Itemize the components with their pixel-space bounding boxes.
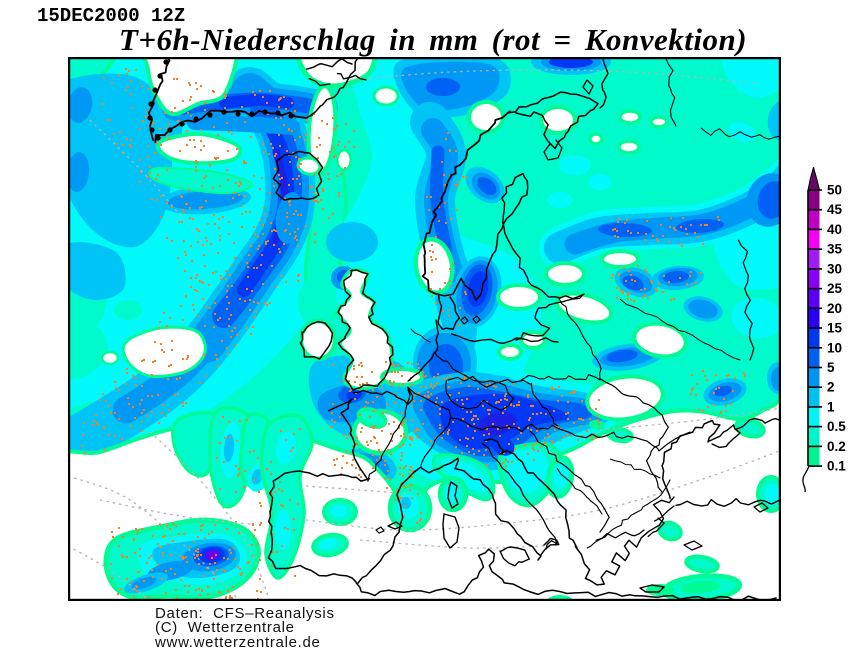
svg-text:0.5: 0.5 [827, 419, 846, 434]
svg-text:0.2: 0.2 [827, 439, 846, 454]
svg-text:20: 20 [827, 301, 842, 316]
svg-text:5: 5 [827, 360, 835, 375]
svg-text:35: 35 [827, 242, 843, 257]
svg-text:2: 2 [827, 380, 835, 395]
svg-text:10: 10 [827, 340, 842, 355]
svg-text:45: 45 [827, 202, 843, 217]
svg-text:15: 15 [827, 321, 843, 336]
svg-text:1: 1 [827, 399, 835, 414]
svg-text:50: 50 [827, 183, 842, 198]
svg-text:30: 30 [827, 261, 842, 276]
svg-text:25: 25 [827, 281, 843, 296]
svg-text:40: 40 [827, 222, 842, 237]
svg-text:0.1: 0.1 [827, 459, 846, 474]
